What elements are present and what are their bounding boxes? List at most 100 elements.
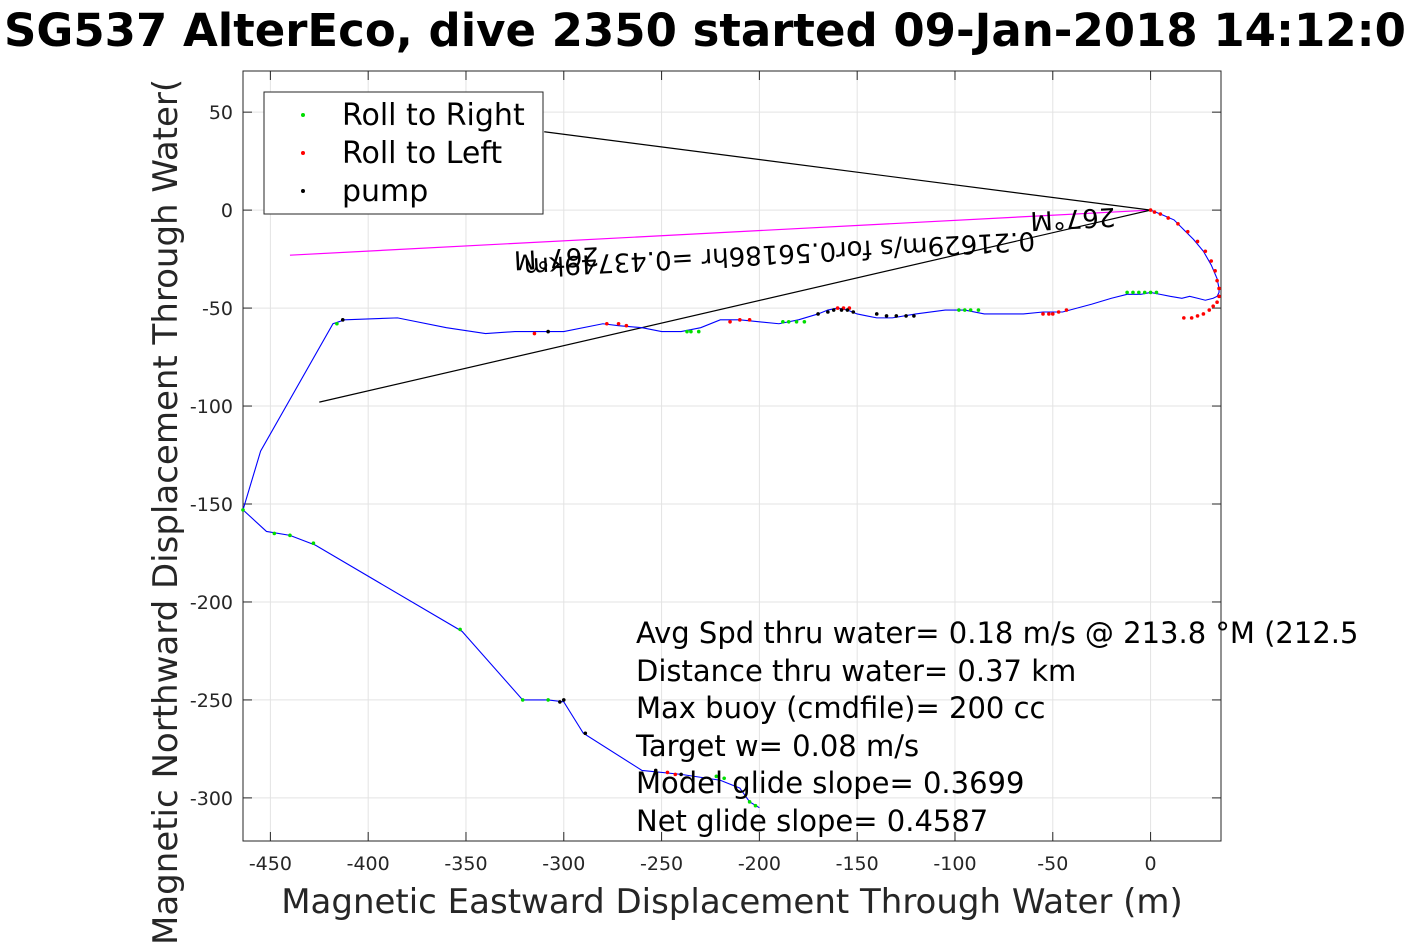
roll-left-point — [1195, 239, 1200, 244]
x-tick-label: -300 — [542, 853, 585, 875]
pump-point — [904, 314, 908, 318]
roll-left-point — [1201, 312, 1206, 316]
pump-point — [583, 731, 588, 736]
data-points — [241, 208, 1221, 808]
roll-left-point — [532, 331, 537, 336]
roll-right-point — [1125, 290, 1129, 295]
roll-right-point — [1142, 290, 1147, 295]
heading-label: 267°M — [513, 240, 600, 274]
annotation-net-glide-slope: Net glide slope= 0.4587 — [636, 804, 988, 838]
roll-left-point — [1195, 314, 1200, 318]
ticks: -450 -400 -350 -300 -250 -200 -150 -100 -50 0 -300… — [190, 71, 1221, 875]
roll-left-point — [1158, 212, 1163, 216]
roll-right-point — [794, 319, 799, 324]
pump-point — [845, 308, 850, 312]
roll-left-point — [605, 321, 609, 326]
x-tick-label: -50 — [1037, 853, 1068, 875]
roll-left-point — [1148, 208, 1153, 212]
legend-box — [263, 91, 544, 215]
roll-right-point — [241, 508, 245, 512]
roll-right-point — [458, 627, 462, 632]
roll-right-point — [1154, 290, 1159, 295]
roll-left-point — [1203, 249, 1208, 254]
pump-point — [884, 314, 889, 318]
x-tick-label: -100 — [933, 853, 976, 875]
x-tick-label: -350 — [444, 853, 487, 875]
x-tick-label: -400 — [347, 853, 390, 875]
roll-left-point — [728, 319, 732, 324]
y-tick-label: -300 — [190, 788, 233, 810]
roll-left-point — [1176, 222, 1180, 226]
legend-label-roll-left: Roll to Left — [342, 136, 502, 171]
roll-left-point — [1217, 294, 1221, 299]
legend-label-pump: pump — [342, 174, 428, 209]
roll-right-point — [722, 776, 726, 781]
roll-right-point — [753, 803, 758, 808]
annotation-avg-speed: Avg Spd thru water= 0.18 m/s @ 213.8 °M … — [636, 616, 1358, 650]
pump-point — [826, 310, 830, 314]
pump-point — [894, 314, 899, 318]
roll-left-point — [1215, 300, 1219, 304]
roll-left-point — [1064, 308, 1069, 312]
heading-label: 0.21629m/s for0.56186hr =0.43749km — [523, 225, 1036, 282]
roll-left-point — [1152, 210, 1157, 214]
roll-right-point — [962, 308, 967, 312]
roll-left-point — [616, 321, 621, 326]
roll-right-point — [311, 541, 316, 545]
roll-left-point — [738, 318, 742, 322]
roll-right-point — [1131, 290, 1135, 295]
y-tick-label: 50 — [209, 102, 233, 124]
roll-left-point — [835, 306, 840, 310]
legend-marker-roll-right — [301, 113, 305, 117]
annotation-target-w: Target w= 0.08 m/s — [635, 729, 919, 763]
roll-left-point — [1211, 304, 1215, 308]
roll-right-point — [1137, 290, 1141, 295]
roll-right-point — [288, 533, 292, 538]
roll-left-point — [1215, 278, 1219, 283]
roll-right-point — [802, 319, 807, 324]
roll-left-point — [1213, 269, 1217, 273]
pump-point — [546, 329, 550, 334]
pump-point — [816, 312, 820, 316]
pump-point — [679, 772, 683, 777]
roll-left-point — [1047, 312, 1051, 316]
y-tick-label: 0 — [221, 200, 233, 222]
x-tick-label: -250 — [640, 853, 683, 875]
roll-right-point — [968, 308, 973, 312]
heading-line — [289, 209, 1151, 256]
y-tick-label: -100 — [190, 396, 233, 418]
roll-right-point — [957, 308, 961, 312]
pump-point — [874, 312, 879, 316]
y-tick-label: -200 — [190, 592, 233, 614]
heading-labels: 267°M 267°M0.21629m/s for0.56186hr =0.437… — [513, 201, 1116, 282]
pump-point — [851, 310, 856, 314]
annotation-model-glide-slope: Model glide slope= 0.3699 — [636, 766, 1024, 800]
roll-right-point — [786, 319, 791, 324]
chart-title: SG537 AlterEco, dive 2350 started 09-Jan… — [4, 4, 1406, 57]
heading-line — [319, 209, 1151, 403]
legend: Roll to Right Roll to Left pump — [263, 91, 544, 215]
roll-right-point — [335, 321, 339, 326]
roll-right-point — [747, 800, 752, 804]
legend-marker-roll-left — [301, 151, 305, 155]
pump-point — [561, 698, 566, 702]
heading-line — [544, 131, 1151, 211]
roll-right-point — [546, 698, 550, 702]
pump-point — [831, 308, 836, 312]
x-tick-label: 0 — [1145, 853, 1157, 875]
roll-left-point — [1185, 229, 1190, 234]
roll-right-point — [272, 531, 277, 536]
roll-left-point — [1207, 308, 1212, 312]
roll-right-point — [520, 698, 525, 702]
roll-left-point — [1050, 312, 1055, 316]
x-tick-label: -150 — [836, 853, 879, 875]
heading-lines — [289, 131, 1151, 403]
pump-point — [653, 768, 658, 773]
roll-right-point — [714, 774, 719, 779]
roll-right-point — [781, 319, 785, 324]
roll-right-point — [685, 329, 689, 334]
x-axis-label: Magnetic Eastward Displacement Through W… — [281, 882, 1183, 922]
roll-left-point — [1209, 259, 1214, 263]
x-tick-label: -450 — [249, 853, 292, 875]
